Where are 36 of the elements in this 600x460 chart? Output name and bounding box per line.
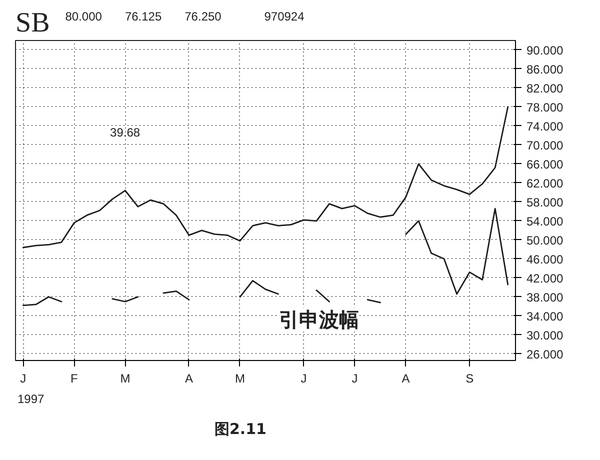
x-tick-label: M [120,372,130,386]
text: 970924 [264,10,305,24]
x-tick-label: M [234,372,245,386]
caption: 图2.11 [214,420,266,438]
y-tick-label: 34.000 [526,309,564,324]
text: 76.250 [184,10,222,24]
x-tick-label: A [184,372,193,386]
y-tick-label: 38.000 [526,290,564,304]
text: 1997 [18,392,45,406]
x-tick-label: A [402,372,410,386]
y-tick-label: 58.000 [526,195,564,210]
chart-title: SB [16,8,50,38]
y-tick-label: 62.000 [526,176,564,190]
y-tick-label: 26.000 [526,347,564,362]
y-tick-label: 86.000 [526,62,564,76]
x-tick-label: F [70,372,78,386]
y-tick-label: 66.000 [526,157,564,172]
annotation: 引申波幅 [279,308,360,332]
x-tick-label: J [352,372,358,386]
x-tick-label: J [300,372,307,386]
x-tick-label: J [20,372,26,386]
line-series [22,106,509,248]
text: 76.125 [124,10,162,24]
x-tick-label: S [466,372,474,386]
y-tick-label: 74.000 [526,119,564,134]
y-tick-label: 46.000 [526,252,564,266]
y-tick-label: 42.000 [526,271,564,286]
y-tick-label: 78.000 [526,100,564,114]
y-tick-label: 54.000 [526,214,564,228]
y-tick-label: 50.000 [526,233,564,248]
y-tick-label: 82.000 [526,81,564,96]
y-tick-label: 90.000 [526,43,564,58]
y-tick-label: 70.000 [526,138,564,152]
y-tick-label: 30.000 [526,328,564,342]
annotation: 39.68 [110,126,140,140]
text: 80.000 [65,10,102,24]
